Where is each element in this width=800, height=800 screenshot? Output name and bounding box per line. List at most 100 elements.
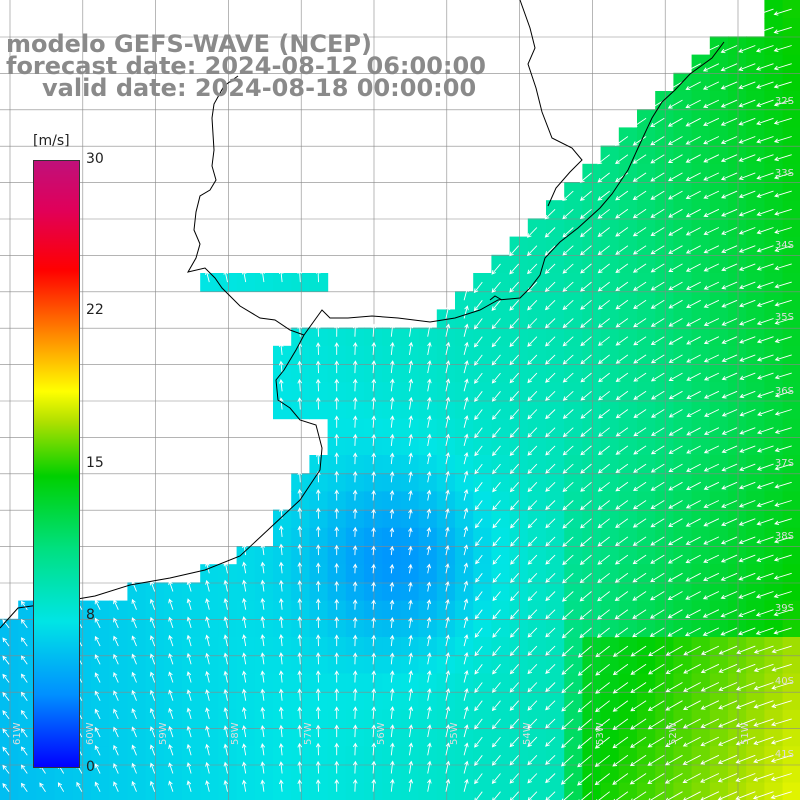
wind-speed-cell xyxy=(764,254,784,274)
wind-speed-cell xyxy=(655,746,674,765)
wind-vector-arrow xyxy=(685,500,701,509)
wind-vector-arrow xyxy=(579,190,592,201)
wind-vector-arrow xyxy=(223,779,229,792)
wind-vector-arrow xyxy=(614,591,629,602)
wind-speed-cell xyxy=(273,618,292,638)
wind-vector-arrow xyxy=(579,172,592,183)
wind-speed-cell xyxy=(218,582,238,602)
wind-vector-arrow xyxy=(223,269,229,283)
wind-speed-cell xyxy=(637,182,656,201)
wind-vector-arrow xyxy=(598,409,610,419)
wind-vector-arrow xyxy=(597,554,610,565)
wind-vector-arrow xyxy=(597,172,610,183)
wind-speed-cell xyxy=(91,618,110,638)
wind-vector-arrow xyxy=(131,780,137,792)
wind-vector-arrow xyxy=(703,172,720,181)
wind-speed-cell xyxy=(364,418,383,438)
wind-speed-cell xyxy=(382,637,401,656)
wind-vector-arrow xyxy=(774,299,792,307)
wind-vector-arrow xyxy=(509,609,520,620)
wind-speed-cell xyxy=(546,309,565,329)
wind-vector-arrow xyxy=(474,645,483,657)
wind-vector-arrow xyxy=(721,354,738,363)
wind-vector-arrow xyxy=(756,81,774,89)
wind-vector-arrow xyxy=(615,299,629,310)
wind-vector-arrow xyxy=(648,645,665,657)
wind-speed-cell xyxy=(236,746,256,765)
wind-speed-cell xyxy=(655,382,674,401)
wind-speed-cell xyxy=(254,582,274,602)
wind-speed-cell xyxy=(436,509,456,529)
wind-speed-cell xyxy=(400,564,420,583)
wind-vector-arrow xyxy=(545,773,556,784)
wind-vector-arrow xyxy=(735,754,756,764)
wind-speed-cell xyxy=(728,54,747,74)
wind-vector-arrow xyxy=(756,536,774,544)
wind-vector-arrow xyxy=(94,726,101,738)
wind-vector-arrow xyxy=(633,390,647,400)
wind-vector-arrow xyxy=(721,409,738,417)
wind-vector-arrow xyxy=(683,682,701,692)
wind-speed-cell xyxy=(291,509,310,529)
wind-speed-cell xyxy=(345,418,365,438)
wind-speed-cell xyxy=(746,618,765,638)
wind-vector-arrow xyxy=(463,360,469,374)
wind-vector-arrow xyxy=(562,591,574,602)
wind-vector-arrow xyxy=(665,718,683,729)
wind-vector-arrow xyxy=(580,336,592,347)
wind-speed-cell xyxy=(436,746,456,765)
wind-speed-cell xyxy=(400,600,420,620)
wind-vector-arrow xyxy=(650,281,665,291)
wind-vector-arrow xyxy=(686,372,701,381)
wind-vector-arrow xyxy=(297,269,302,283)
wind-speed-cell xyxy=(582,473,602,492)
wind-vector-arrow xyxy=(427,360,432,374)
wind-speed-cell xyxy=(145,673,165,693)
wind-speed-cell xyxy=(673,582,693,602)
wind-speed-cell xyxy=(273,509,292,529)
wind-vector-arrow xyxy=(721,390,738,399)
wind-speed-cell xyxy=(673,91,693,110)
wind-vector-arrow xyxy=(131,671,137,683)
wind-vector-arrow xyxy=(562,336,574,347)
wind-speed-cell xyxy=(436,600,456,620)
wind-speed-cell xyxy=(655,291,674,310)
wind-vector-arrow xyxy=(752,791,774,800)
wind-vector-arrow xyxy=(650,154,665,164)
wind-vector-arrow xyxy=(579,518,592,529)
wind-speed-cell xyxy=(309,382,329,401)
wind-vector-arrow xyxy=(241,779,247,792)
wind-vector-arrow xyxy=(352,634,358,647)
wind-speed-cell xyxy=(382,491,401,511)
wind-vector-arrow xyxy=(614,136,629,146)
wind-vector-arrow xyxy=(260,561,266,574)
wind-speed-cell xyxy=(254,564,274,583)
wind-speed-cell xyxy=(254,746,274,765)
wind-speed-cell xyxy=(655,163,674,183)
wind-speed-cell xyxy=(364,618,383,638)
wind-vector-arrow xyxy=(509,318,520,329)
wind-vector-arrow xyxy=(94,672,101,683)
wind-speed-cell xyxy=(327,455,347,474)
wind-vector-arrow xyxy=(371,778,377,792)
wind-speed-cell xyxy=(618,782,638,800)
wind-speed-cell xyxy=(709,546,729,565)
wind-speed-cell xyxy=(637,600,656,620)
wind-vector-arrow xyxy=(168,762,174,774)
wind-speed-cell xyxy=(455,491,474,511)
wind-vector-arrow xyxy=(223,616,229,628)
wind-speed-cell xyxy=(273,527,292,547)
wind-vector-arrow xyxy=(703,390,720,399)
wind-vector-arrow xyxy=(686,336,701,345)
wind-speed-cell xyxy=(673,254,693,274)
wind-speed-cell xyxy=(582,218,602,238)
wind-vector-arrow xyxy=(650,227,665,236)
wind-speed-cell xyxy=(637,254,656,274)
wind-speed-cell xyxy=(436,582,456,602)
wind-speed-cell xyxy=(746,309,765,329)
wind-vector-arrow xyxy=(186,598,192,610)
wind-speed-cell xyxy=(764,582,784,602)
wind-speed-cell xyxy=(728,291,747,310)
wind-speed-cell xyxy=(637,382,656,401)
wind-speed-cell xyxy=(655,145,674,165)
